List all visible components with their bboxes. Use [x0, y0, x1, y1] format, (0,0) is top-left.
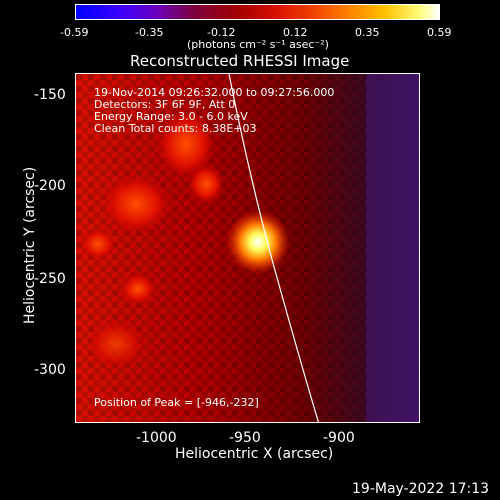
info-line: Clean Total counts: 8.38E+03 [94, 122, 257, 135]
plot-title: Reconstructed RHESSI Image [130, 52, 350, 70]
y-tick-label: -300 [34, 362, 66, 378]
colorbar-tick: -0.12 [207, 26, 236, 39]
colorbar-tick: -0.59 [60, 26, 89, 39]
info-line: Detectors: 3F 6F 9F, Att 0 [94, 98, 236, 111]
y-axis-label: Heliocentric Y (arcsec) [22, 166, 38, 324]
colorbar-tick: 0.35 [355, 26, 380, 39]
colorbar [75, 4, 440, 20]
colorbar-tick: 0.12 [283, 26, 308, 39]
info-line: 19-Nov-2014 09:26:32.000 to 09:27:56.000 [94, 86, 335, 99]
colorbar-tick: 0.59 [427, 26, 452, 39]
y-tick-label: -250 [34, 271, 66, 287]
footer-timestamp: 19-May-2022 17:13 [352, 481, 490, 497]
y-tick-label: -150 [34, 87, 66, 103]
colorbar-tick: -0.35 [135, 26, 164, 39]
info-line: Energy Range: 3.0 - 6.0 keV [94, 110, 248, 123]
x-tick-label: -900 [323, 430, 355, 446]
peak-position: Position of Peak = [-946,-232] [94, 396, 259, 409]
x-tick-label: -950 [229, 430, 261, 446]
y-tick-label: -200 [34, 178, 66, 194]
x-axis-label: Heliocentric X (arcsec) [175, 446, 334, 462]
colorbar-units: (photons cm⁻² s⁻¹ asec⁻²) [187, 38, 329, 51]
solar-image: 19-Nov-2014 09:26:32.000 to 09:27:56.000… [75, 73, 420, 423]
x-tick-label: -1000 [136, 430, 177, 446]
